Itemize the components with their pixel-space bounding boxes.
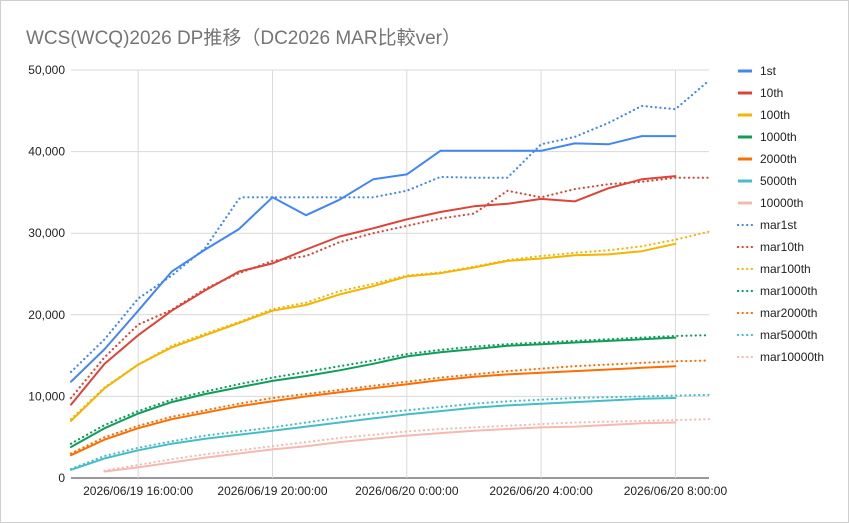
y-tick-label: 40,000 — [28, 145, 65, 159]
legend-label: mar100th — [760, 262, 811, 276]
x-tick-label: 2026/06/19 20:00:00 — [217, 484, 327, 498]
legend-item-5000th[interactable]: 5000th — [738, 174, 797, 188]
legend-item-10th[interactable]: 10th — [738, 86, 783, 100]
series-line-mar10th — [69, 176, 711, 400]
x-tick-label: 2026/06/20 0:00:00 — [355, 484, 459, 498]
legend-item-mar10th[interactable]: mar10th — [736, 240, 804, 254]
series-line-10th — [70, 175, 677, 406]
x-tick-label: 2026/06/20 8:00:00 — [624, 484, 728, 498]
grid — [71, 69, 709, 479]
series-line-mar2000th — [69, 359, 711, 455]
plot-area — [69, 79, 711, 473]
legend: 1st 10th 100th 1000th 2000th 5000th 10000th mar… — [736, 64, 824, 364]
legend-label: mar5000th — [760, 328, 817, 342]
legend-label: mar10000th — [760, 350, 824, 364]
legend-label: 1st — [760, 64, 777, 78]
legend-label: 10000th — [760, 196, 803, 210]
y-tick-label: 10,000 — [28, 389, 65, 403]
series-line-100th — [70, 242, 677, 422]
y-tick-label: 50,000 — [28, 63, 65, 77]
legend-label: mar1000th — [760, 284, 817, 298]
legend-label: 100th — [760, 108, 790, 122]
series-line-mar100th — [69, 230, 711, 421]
legend-item-mar100th[interactable]: mar100th — [736, 262, 811, 276]
x-tick-label: 2026/06/20 4:00:00 — [489, 484, 593, 498]
legend-item-mar10000th[interactable]: mar10000th — [736, 350, 824, 364]
series-line-mar1000th — [69, 334, 711, 445]
legend-item-mar1000th[interactable]: mar1000th — [736, 284, 817, 298]
legend-item-mar2000th[interactable]: mar2000th — [736, 306, 817, 320]
x-axis: 2026/06/19 16:00:00 2026/06/19 20:00:00 20… — [83, 484, 727, 498]
chart-title: WCS(WCQ)2026 DP推移（DC2026 MAR比較ver） — [26, 28, 461, 49]
series-line-1000th — [70, 336, 677, 448]
legend-item-1st[interactable]: 1st — [738, 64, 777, 78]
legend-item-1000th[interactable]: 1000th — [738, 130, 797, 144]
series-line-mar5000th — [69, 393, 711, 471]
legend-item-mar1st[interactable]: mar1st — [736, 218, 797, 232]
series-line-2000th — [70, 365, 677, 457]
legend-label: 10th — [760, 86, 783, 100]
series-line-10000th — [103, 421, 677, 473]
series-line-mar10000th — [103, 418, 711, 472]
legend-label: mar1st — [760, 218, 797, 232]
series-line-mar1st — [69, 79, 711, 373]
legend-item-2000th[interactable]: 2000th — [738, 152, 797, 166]
series-line-1st — [70, 135, 677, 383]
legend-label: 2000th — [760, 152, 797, 166]
legend-label: 1000th — [760, 130, 797, 144]
y-axis: 0 10,000 20,000 30,000 40,000 50,000 — [28, 63, 65, 485]
legend-item-10000th[interactable]: 10000th — [738, 196, 803, 210]
legend-label: 5000th — [760, 174, 797, 188]
legend-item-100th[interactable]: 100th — [738, 108, 790, 122]
legend-label: mar2000th — [760, 306, 817, 320]
y-tick-label: 30,000 — [28, 226, 65, 240]
x-tick-label: 2026/06/19 16:00:00 — [83, 484, 193, 498]
legend-label: mar10th — [760, 240, 804, 254]
legend-item-mar5000th[interactable]: mar5000th — [736, 328, 817, 342]
y-tick-label: 0 — [58, 471, 65, 485]
y-tick-label: 20,000 — [28, 308, 65, 322]
series-line-5000th — [70, 397, 677, 471]
